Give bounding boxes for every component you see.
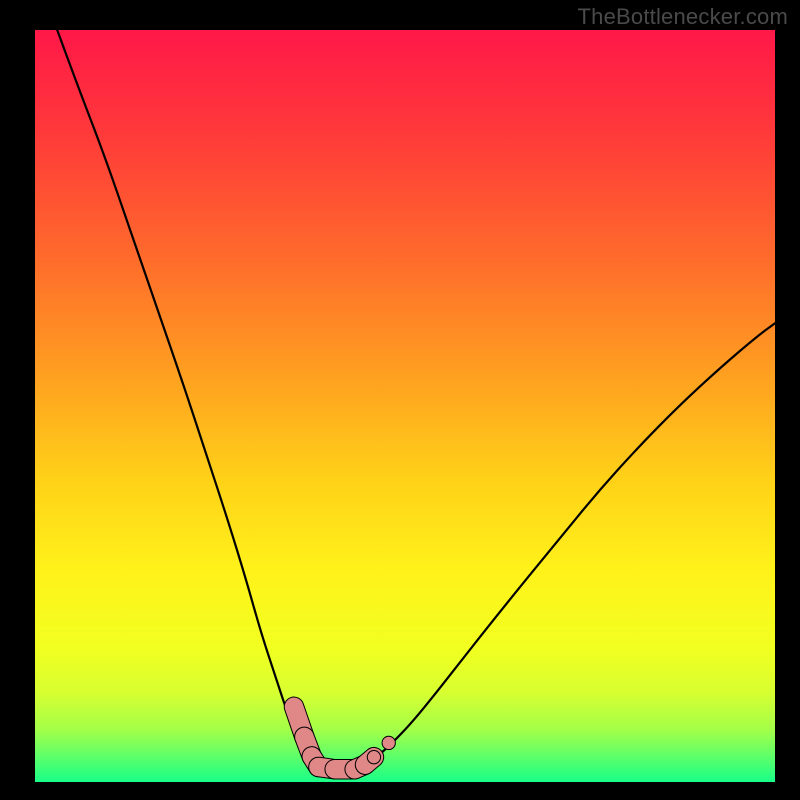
watermark-text: TheBottlenecker.com xyxy=(578,4,788,30)
chart-frame: TheBottlenecker.com xyxy=(0,0,800,800)
bottleneck-chart xyxy=(35,30,775,782)
gradient-background xyxy=(35,30,775,782)
plot-area xyxy=(35,30,775,782)
